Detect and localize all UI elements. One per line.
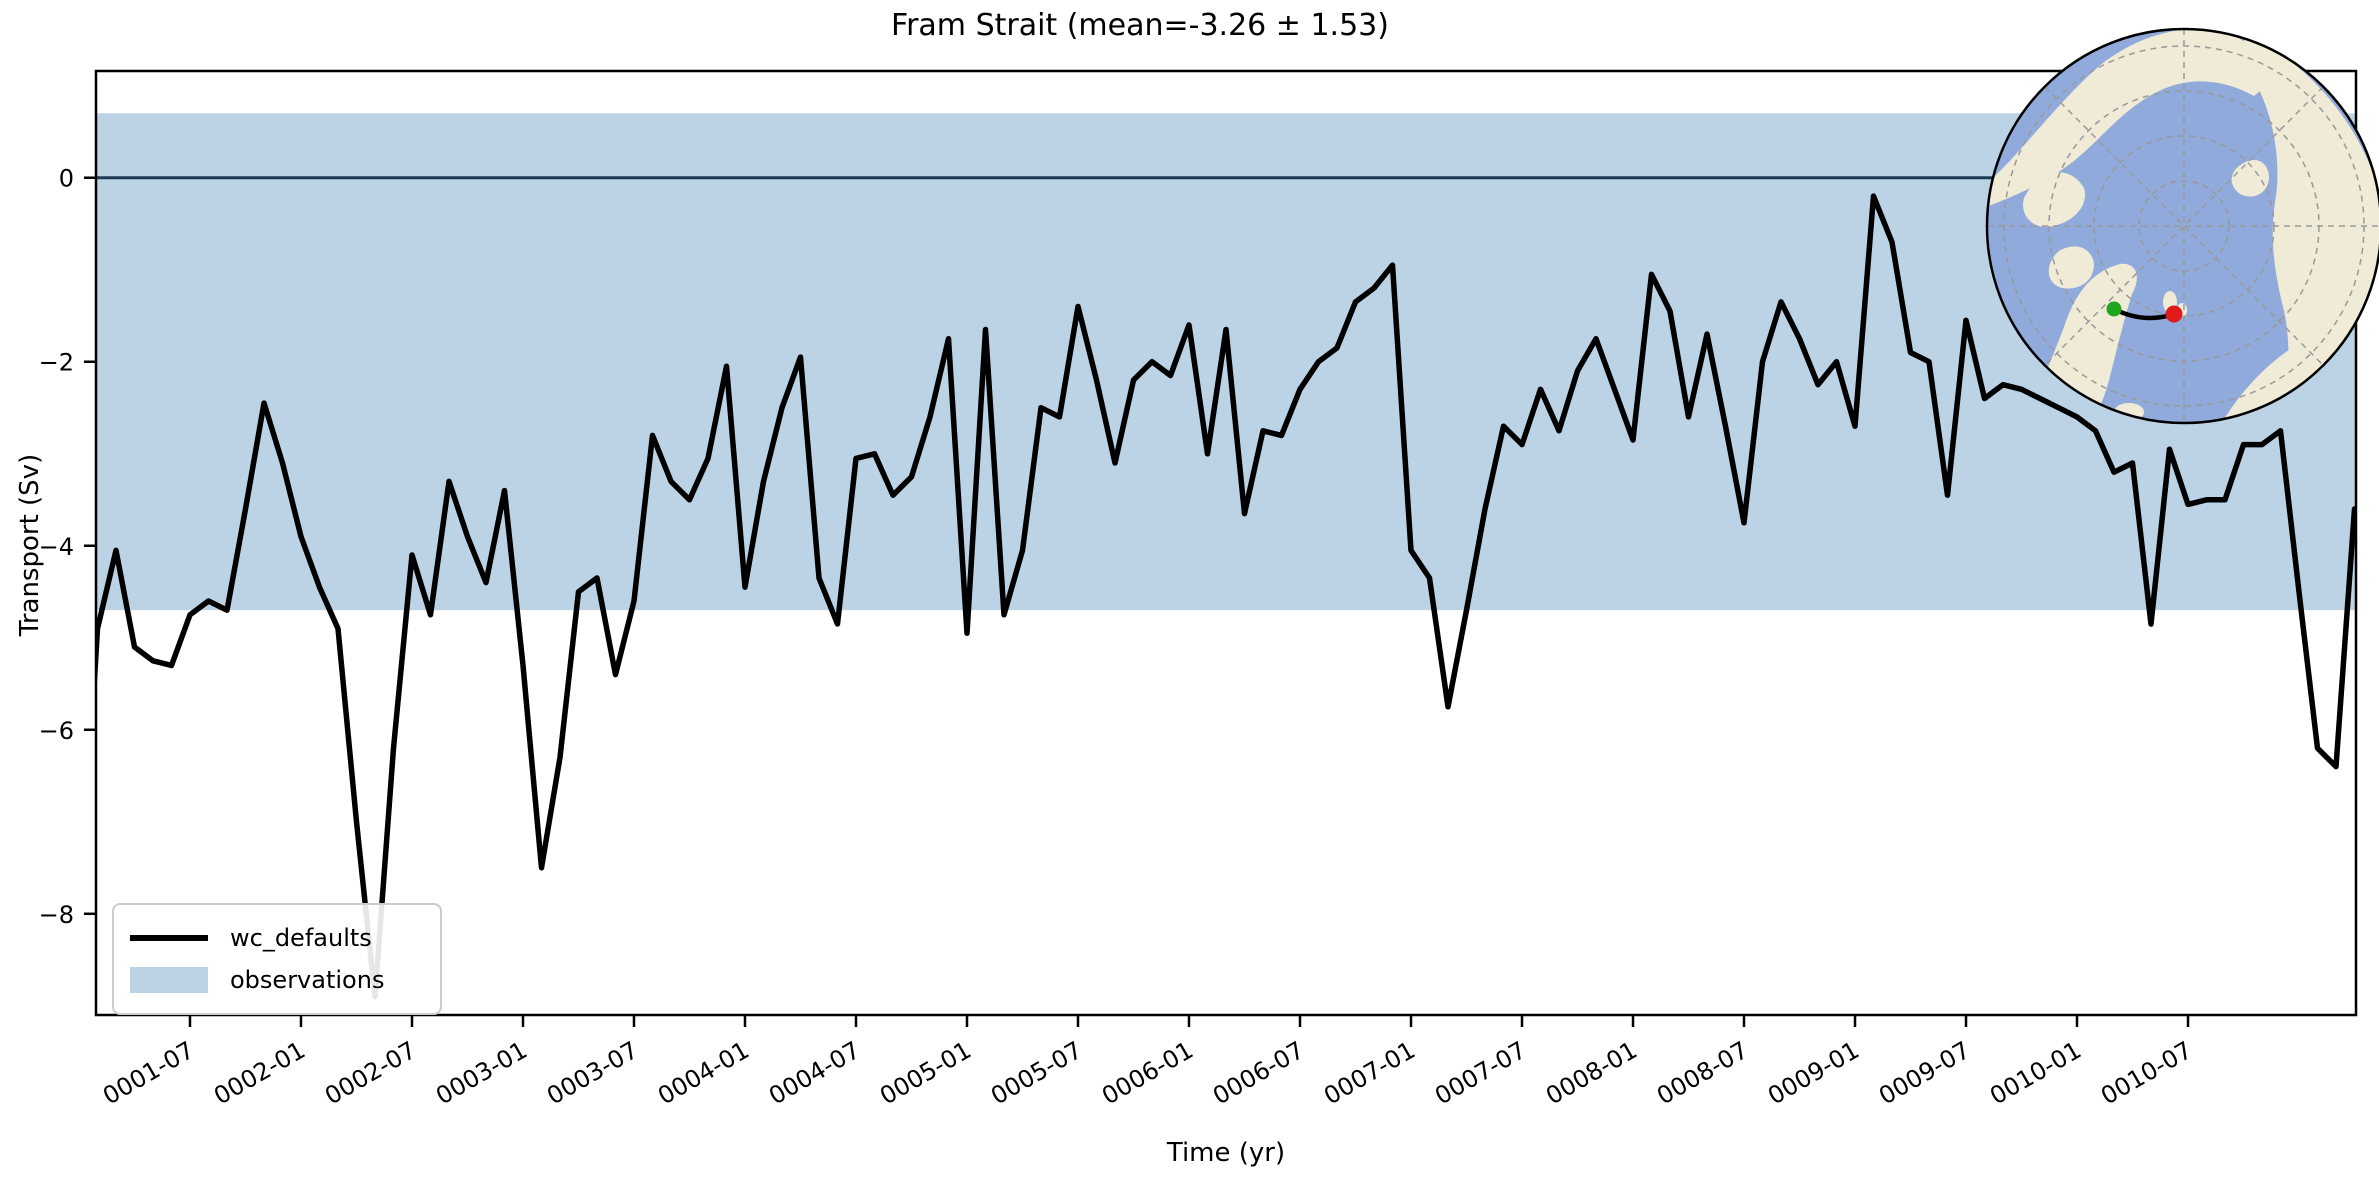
- x-tick-label: 0004-07: [764, 1036, 865, 1110]
- x-tick-label: 0003-01: [431, 1036, 532, 1110]
- legend-item-wc-defaults: wc_defaults: [130, 917, 424, 959]
- y-tick-label: −8: [39, 901, 74, 929]
- legend-patch-swatch: [130, 967, 208, 993]
- x-tick-label: 0009-07: [1874, 1036, 1975, 1110]
- y-tick-label: −2: [39, 349, 74, 377]
- x-tick-label: 0004-01: [653, 1036, 754, 1110]
- x-tick-label: 0002-07: [320, 1036, 421, 1110]
- x-tick-label: 0003-07: [542, 1036, 643, 1110]
- x-tick-label: 0007-07: [1430, 1036, 1531, 1110]
- x-tick-label: 0008-01: [1541, 1036, 1642, 1110]
- map-land: [2048, 246, 2094, 289]
- x-tick-label: 0005-07: [986, 1036, 1087, 1110]
- x-tick-label: 0001-07: [98, 1036, 199, 1110]
- x-tick-label: 0009-01: [1763, 1036, 1864, 1110]
- x-tick-label: 0005-01: [875, 1036, 976, 1110]
- legend-item-observations: observations: [130, 959, 424, 1001]
- series-line-wc_defaults: [96, 193, 2356, 1000]
- x-tick-label: 0010-01: [1985, 1036, 2086, 1110]
- x-tick-label: 0007-01: [1319, 1036, 1420, 1110]
- legend-line-swatch: [130, 935, 208, 941]
- map-land: [2231, 159, 2269, 197]
- map-land: [1987, 29, 2279, 208]
- legend-label: observations: [230, 966, 385, 994]
- y-axis-label: Transport (Sv): [15, 453, 45, 637]
- strait-start-marker: [2106, 301, 2122, 317]
- map-border: [1985, 27, 2379, 425]
- x-tick-label: 0006-07: [1208, 1036, 1309, 1110]
- page-title: Fram Strait (mean=-3.26 ± 1.53): [891, 8, 1389, 43]
- inset-map: [1985, 27, 2379, 425]
- legend: wc_defaults observations: [112, 903, 442, 1015]
- x-tick-label: 0010-07: [2096, 1036, 2197, 1110]
- legend-label: wc_defaults: [230, 924, 372, 952]
- x-tick-label: 0008-07: [1652, 1036, 1753, 1110]
- x-tick-label: 0002-01: [209, 1036, 310, 1110]
- plot-border: [94, 69, 2358, 1017]
- x-tick-label: 0006-01: [1097, 1036, 1198, 1110]
- y-tick-label: −4: [39, 533, 74, 561]
- strait-end-marker: [2165, 305, 2183, 323]
- y-tick-label: 0: [59, 165, 74, 193]
- map-land: [2023, 172, 2085, 227]
- x-axis-label: Time (yr): [1166, 1138, 1286, 1168]
- observations-band: [96, 113, 2356, 611]
- y-tick-label: −6: [39, 717, 74, 745]
